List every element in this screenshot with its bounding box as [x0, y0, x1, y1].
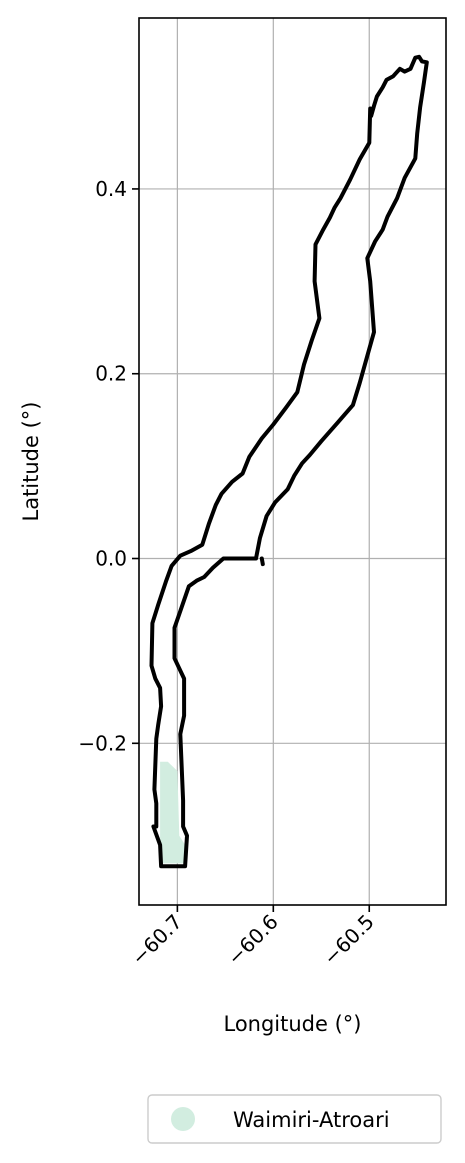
territory-area	[160, 761, 186, 864]
x-tick-label: −60.6	[223, 910, 283, 970]
x-tick-label: −60.5	[318, 910, 378, 970]
plot-frame	[138, 17, 447, 906]
boundary-outline	[149, 54, 429, 869]
legend-marker-waimiri-atroari	[171, 1107, 195, 1131]
boundary-segment	[259, 556, 265, 567]
y-tick-label: 0.2	[95, 362, 127, 386]
axis-ticks: −0.2 0.0 0.2 0.4 −60.7 −60.6 −60.5	[78, 177, 378, 970]
map-data	[149, 54, 429, 869]
y-axis-label: Latitude (°)	[19, 402, 43, 522]
x-axis-label: Longitude (°)	[223, 1012, 361, 1036]
x-tick-label: −60.7	[127, 910, 187, 970]
y-tick-label: −0.2	[78, 731, 127, 755]
grid-lines	[139, 18, 446, 905]
legend: Waimiri-Atroari	[147, 1094, 442, 1144]
y-tick-label: 0.0	[95, 547, 127, 571]
legend-box	[147, 1094, 442, 1144]
legend-label-waimiri-atroari: Waimiri-Atroari	[233, 1108, 390, 1132]
y-tick-label: 0.4	[95, 177, 127, 201]
